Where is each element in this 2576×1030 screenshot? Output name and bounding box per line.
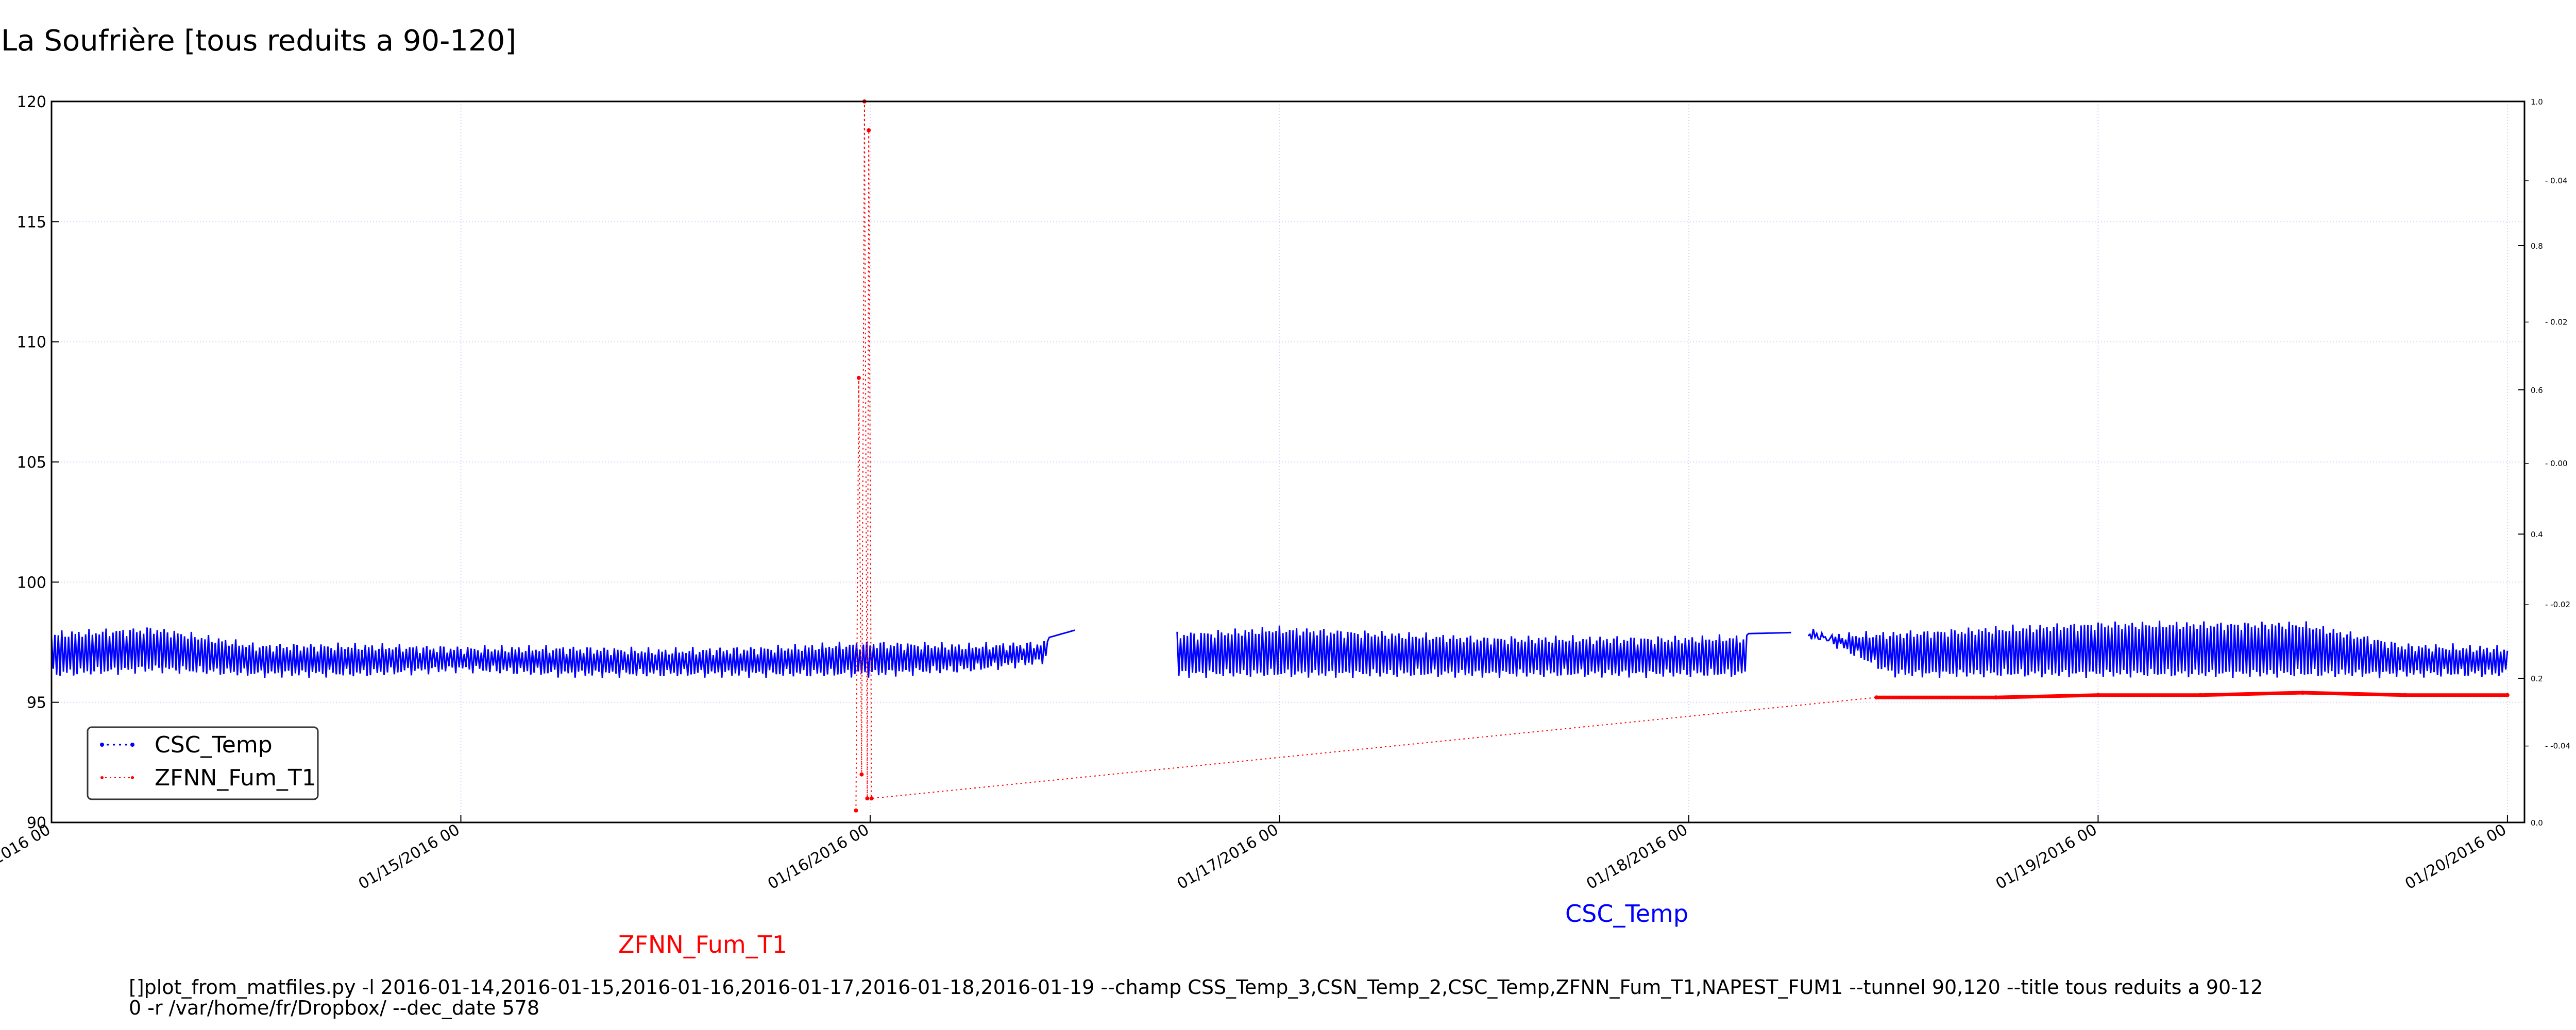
legend-marker-csc-temp-2 [130,743,134,747]
legend-marker-zfnn-fum-t1 [100,776,104,779]
x-tick-label-1: 01/15/2016 00 [355,821,463,894]
annotation-csc-temp: CSC_Temp [1565,900,1688,928]
data-point-zfnn-fum-t1-0 [854,808,858,813]
data-point-zfnn-fum-t1-12 [2403,693,2408,697]
data-point-zfnn-fum-t1-13 [2505,693,2510,697]
y-tick-label-6: 120 [17,93,46,111]
y2-tick-label-0: 1.0 [2531,97,2543,107]
y-tick-label-1: 95 [27,694,46,712]
data-point-zfnn-fum-t1-10 [2198,693,2202,697]
command-line-2: 0 -r /var/home/fr/Dropbox/ --dec_date 57… [129,997,539,1019]
legend: CSC_Temp ZFNN_Fum_T1 [87,726,319,800]
y-axis-left: 90 95 100 105 110 115 120 [17,93,59,832]
x-tick-label-2: 01/16/2016 00 [765,821,872,894]
legend-marker-csc-temp [100,743,104,747]
y-tick-label-5: 115 [17,213,46,231]
chart-title: La Soufrière [tous reduits a 90-120] [1,24,516,58]
x-tick-label-5: 01/19/2016 00 [1993,821,2100,894]
x-tick-label-6: 01/20/2016 00 [2402,821,2510,894]
y-tick-label-3: 105 [17,454,46,472]
legend-marker-zfnn-fum-t1-2 [131,776,134,779]
x-axis: 01/14/2016 00 01/15/2016 00 01/16/2016 00 0… [0,815,2510,893]
y2-minor-tick-label-1: - 0.02 [2545,317,2568,327]
data-point-zfnn-fum-t1-5 [867,128,871,132]
series-zfnn-fum-t1 [854,99,2510,813]
y2-tick-label-2: 0.6 [2531,386,2543,395]
y-tick-label-2: 100 [17,574,46,592]
series-layer [50,99,2510,813]
y2-tick-label-4: 0.2 [2531,674,2543,683]
y2-minor-tick-label-2: - 0.00 [2545,459,2568,468]
command-line-1: []plot_from_matfiles.py -l 2016-01-14,20… [129,976,2263,999]
data-point-zfnn-fum-t1-2 [859,772,864,777]
y-axis-right: 1.0 0.8 0.6 0.4 0.2 0.0 - 0.04 - 0.02 - 0.00 - -0… [2518,97,2570,828]
data-point-zfnn-fum-t1-9 [2096,693,2100,697]
legend-entry-zfnn-fum-t1: ZFNN_Fum_T1 [100,765,316,791]
data-point-zfnn-fum-t1-4 [865,796,870,801]
y-tick-label-4: 110 [17,334,46,352]
data-point-zfnn-fum-t1-7 [1874,695,1879,700]
y2-minor-tick-label-0: - 0.04 [2545,176,2568,185]
y2-tick-label-5: 0.0 [2531,818,2543,828]
series-line-csc-temp [50,620,2509,679]
x-tick-label-3: 01/17/2016 00 [1174,821,1282,894]
annotation-zfnn-fum-t1: ZFNN_Fum_T1 [618,931,787,958]
legend-entry-csc-temp: CSC_Temp [100,732,273,758]
data-point-zfnn-fum-t1-6 [869,796,874,801]
y-tick-label-0: 90 [27,814,46,832]
y2-tick-label-1: 0.8 [2531,242,2543,251]
x-tick-label-4: 01/18/2016 00 [1583,821,1691,894]
y2-tick-label-3: 0.4 [2531,530,2543,539]
y2-minor-tick-label-4: - -0.04 [2545,742,2570,751]
y2-minor-tick-label-3: - -0.02 [2545,600,2570,609]
legend-label-csc-temp: CSC_Temp [155,732,273,758]
grid-lines [51,101,2524,823]
series-csc-temp [50,620,2509,679]
x-tick-label-0: 01/14/2016 00 [0,821,54,894]
data-point-zfnn-fum-t1-11 [2300,691,2305,695]
series-line-zfnn-fum-t1 [855,101,2507,811]
legend-label-zfnn-fum-t1: ZFNN_Fum_T1 [155,765,316,791]
series-dense-segment-zfnn-fum-t1 [1876,691,2507,699]
data-point-zfnn-fum-t1-1 [856,375,861,380]
data-point-zfnn-fum-t1-8 [1993,695,1998,700]
legend-box [87,726,319,800]
